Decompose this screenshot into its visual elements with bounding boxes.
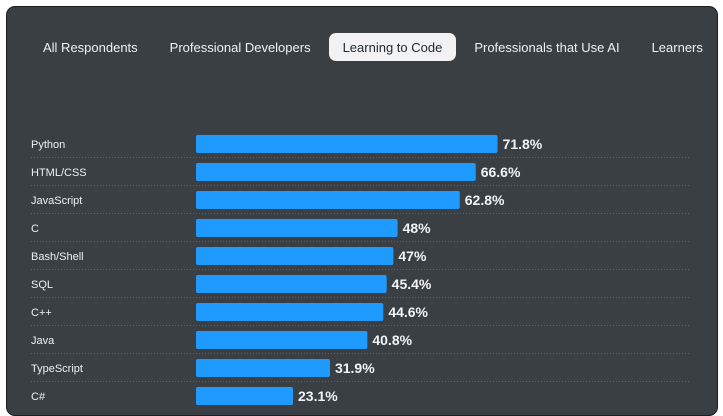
respondent-tabs: All Respondents Professional Developers … (29, 33, 717, 61)
value-label: 62.8% (465, 192, 505, 208)
bar[interactable] (196, 387, 294, 405)
value-label: 23.1% (298, 388, 338, 404)
tab-professionals-that-use-ai[interactable]: Professionals that Use AI (474, 39, 620, 55)
category-label: Java (31, 335, 55, 347)
bar[interactable] (196, 135, 498, 153)
tab-all-respondents[interactable]: All Respondents (43, 39, 138, 55)
bar[interactable] (196, 163, 476, 181)
category-label: HTML/CSS (31, 167, 87, 179)
category-label: TypeScript (31, 363, 83, 375)
category-label: C# (31, 391, 46, 403)
bar[interactable] (196, 219, 398, 237)
category-label: SQL (31, 279, 53, 291)
bar[interactable] (196, 191, 460, 209)
value-label: 71.8% (503, 136, 543, 152)
tab-learning-to-code[interactable]: Learning to Code (328, 33, 457, 61)
value-label: 45.4% (392, 276, 432, 292)
value-label: 31.9% (335, 360, 375, 376)
bar[interactable] (196, 359, 330, 377)
category-label: Bash/Shell (31, 251, 84, 263)
tab-learners[interactable]: Learners (651, 39, 703, 55)
value-label: 47% (398, 248, 427, 264)
category-label: JavaScript (31, 195, 82, 207)
bar[interactable] (196, 331, 368, 349)
bar[interactable] (196, 247, 394, 265)
category-label: Python (31, 139, 65, 151)
category-label: C++ (31, 307, 52, 319)
tab-professional-developers[interactable]: Professional Developers (169, 39, 311, 55)
category-label: C (31, 223, 39, 235)
bar[interactable] (196, 275, 387, 293)
value-label: 40.8% (372, 332, 412, 348)
value-label: 44.6% (388, 304, 428, 320)
value-label: 48% (403, 220, 432, 236)
value-label: 66.6% (481, 164, 521, 180)
bar[interactable] (196, 303, 384, 321)
